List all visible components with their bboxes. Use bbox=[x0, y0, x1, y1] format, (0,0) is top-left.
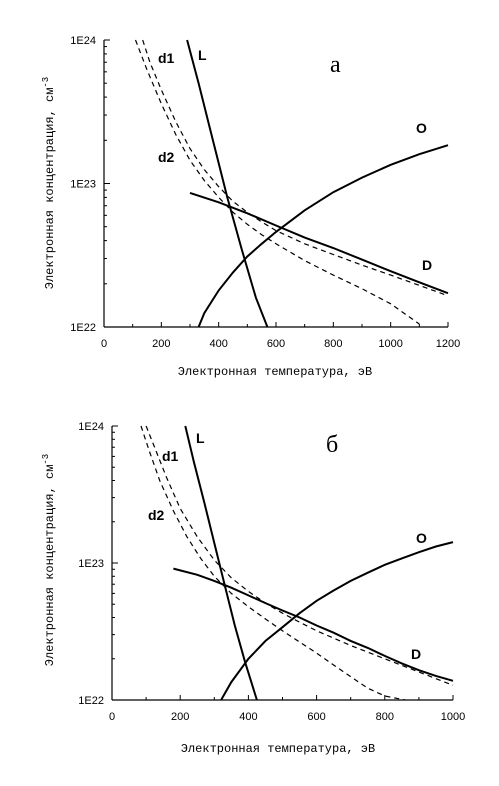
panel-a-label: а bbox=[330, 52, 341, 78]
panel-a-series-label-d2: d2 bbox=[158, 149, 175, 165]
panel-a-x-tick-label: 600 bbox=[267, 338, 285, 350]
panel-b-series-label-d1: d1 bbox=[162, 448, 179, 464]
panel-b-x-tick-label: 400 bbox=[239, 711, 257, 723]
panel-a-x-tick-label: 1000 bbox=[378, 338, 402, 350]
panel-b-x-tick-label: 600 bbox=[307, 711, 325, 723]
panel-a-series-label-d: D bbox=[422, 257, 432, 273]
panel-a-x-axis-title: Электронная температура, эВ bbox=[178, 365, 372, 379]
panel-a-x-tick-label: 800 bbox=[324, 338, 342, 350]
panel-a-plot-area: 0 200 400 600 800 1000 1200 1E22 1E23 1E24 Ld1 d2 O D bbox=[70, 35, 460, 350]
panel-a-y-axis-title: Электронная концентрация, см-3 bbox=[41, 77, 57, 289]
panel-a-series-o bbox=[197, 144, 449, 328]
panel-b-y-tick-label: 1E24 bbox=[78, 421, 104, 433]
panel-b-series-d2 bbox=[140, 425, 406, 701]
panel-a-series-label-l: L bbox=[198, 47, 207, 63]
panel-a-x-tick-label: 1200 bbox=[436, 338, 460, 350]
panel-b-x-tick-label: 0 bbox=[109, 711, 115, 723]
panel-a-y-tick-label: 1E22 bbox=[70, 322, 96, 334]
panel-a-x-tick-label: 0 bbox=[101, 338, 107, 350]
panel-a-series-d bbox=[189, 191, 449, 295]
panel-b-series-d bbox=[173, 567, 454, 682]
panel-b: б Электронная температура, эВ Электронна… bbox=[41, 421, 465, 756]
panel-b-y-tick-label: 1E22 bbox=[78, 695, 104, 707]
panel-a: а Электронная температура, эВ Электронна… bbox=[41, 35, 460, 379]
panel-b-x-tick-label: 200 bbox=[171, 711, 189, 723]
panel-a-series-l bbox=[186, 39, 269, 328]
panel-b-label: б bbox=[326, 432, 338, 458]
panel-b-series-o bbox=[220, 541, 454, 701]
panel-a-series-label-o: O bbox=[416, 120, 427, 136]
panel-a-x-tick-label: 400 bbox=[209, 338, 227, 350]
panel-b-series-label-o: O bbox=[416, 530, 427, 546]
panel-b-series-label-d2: d2 bbox=[148, 507, 165, 523]
panel-b-plot-area: 0 200 400 600 800 1000 1E22 1E23 1E24 Ld1 d2 O D bbox=[78, 421, 465, 723]
panel-a-x-tick-label: 200 bbox=[152, 338, 170, 350]
panel-a-y-tick-label: 1E23 bbox=[70, 179, 96, 191]
panel-b-series-label-l: L bbox=[196, 430, 205, 446]
panel-b-x-axis-title: Электронная температура, эВ bbox=[181, 742, 375, 756]
panel-a-series-label-d1: d1 bbox=[158, 50, 175, 66]
panel-b-series-d1 bbox=[145, 425, 454, 686]
panel-b-x-tick-label: 800 bbox=[376, 711, 394, 723]
panel-b-y-tick-label: 1E23 bbox=[78, 558, 104, 570]
panel-b-y-axis-title: Электронная концентрация, см-3 bbox=[41, 454, 57, 666]
panel-a-series-d2 bbox=[134, 39, 420, 325]
panel-a-series-d1 bbox=[142, 39, 449, 297]
panel-b-x-tick-label: 1000 bbox=[441, 711, 465, 723]
panel-b-series-label-d: D bbox=[411, 646, 421, 662]
panel-b-series-l bbox=[184, 425, 258, 701]
panel-a-y-tick-label: 1E24 bbox=[70, 35, 96, 47]
